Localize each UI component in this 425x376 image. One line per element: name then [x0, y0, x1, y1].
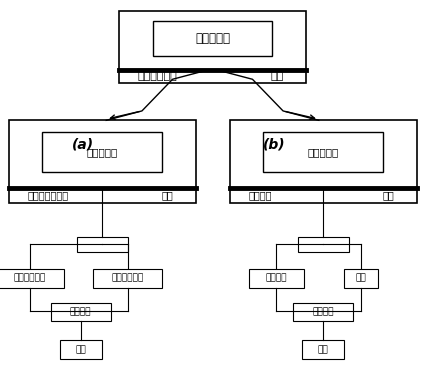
Text: 退卡: 退卡: [270, 71, 283, 81]
FancyBboxPatch shape: [230, 120, 416, 203]
Text: 车站路线图: 车站路线图: [86, 147, 118, 157]
FancyBboxPatch shape: [344, 269, 378, 288]
Text: 信息显示框: 信息显示框: [195, 32, 230, 45]
Text: 进站信息更改: 进站信息更改: [14, 274, 46, 283]
Text: 退卡: 退卡: [75, 345, 86, 354]
FancyBboxPatch shape: [8, 120, 196, 203]
Text: 退卡: 退卡: [382, 191, 394, 200]
FancyBboxPatch shape: [298, 237, 348, 252]
Text: 出站信息更改: 出站信息更改: [111, 274, 144, 283]
Text: 补差: 补差: [356, 274, 367, 283]
FancyBboxPatch shape: [0, 269, 64, 288]
Text: 信息更正: 信息更正: [312, 308, 334, 317]
FancyBboxPatch shape: [293, 303, 353, 321]
FancyBboxPatch shape: [302, 340, 344, 359]
FancyBboxPatch shape: [94, 269, 162, 288]
Text: 票卡信息查询: 票卡信息查询: [138, 71, 178, 81]
FancyBboxPatch shape: [119, 11, 306, 83]
Text: 信息更正: 信息更正: [70, 308, 91, 317]
FancyBboxPatch shape: [263, 132, 383, 171]
FancyBboxPatch shape: [76, 237, 128, 252]
Text: (a): (a): [72, 138, 94, 152]
Text: 补票系统: 补票系统: [248, 191, 272, 200]
Text: 车站路路图: 车站路路图: [307, 147, 339, 157]
Text: 退卡: 退卡: [162, 191, 173, 200]
Text: 退卡: 退卡: [317, 345, 329, 354]
FancyBboxPatch shape: [60, 340, 102, 359]
FancyBboxPatch shape: [249, 269, 304, 288]
FancyBboxPatch shape: [42, 132, 162, 171]
Text: 余额查询: 余额查询: [266, 274, 287, 283]
FancyBboxPatch shape: [51, 303, 110, 321]
Text: 进出站纠错系统: 进出站纠错系统: [27, 191, 68, 200]
FancyBboxPatch shape: [153, 21, 272, 56]
Text: (b): (b): [263, 138, 286, 152]
